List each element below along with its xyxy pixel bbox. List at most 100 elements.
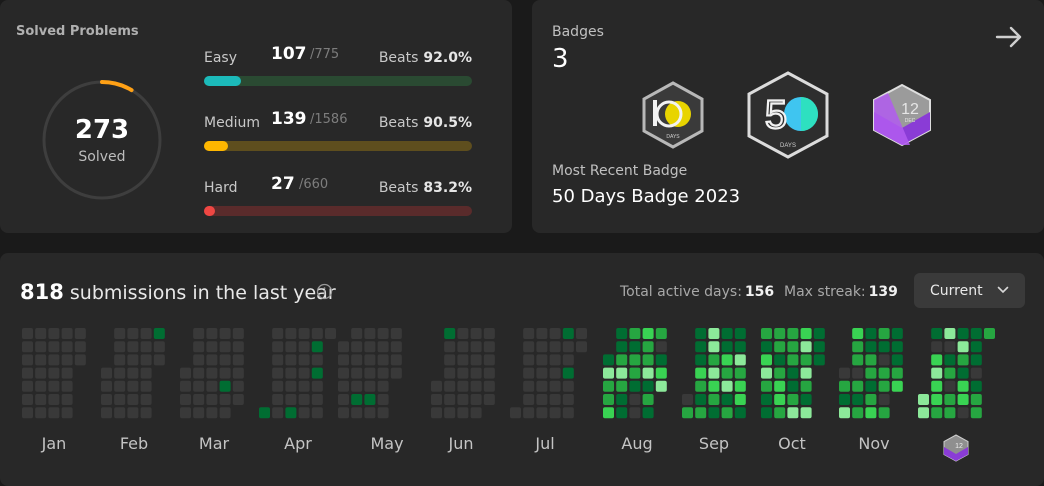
heatmap-day-cell[interactable] — [510, 407, 521, 419]
heatmap-day-cell[interactable] — [272, 341, 284, 353]
heatmap-day-cell[interactable] — [536, 341, 548, 353]
heatmap-day-cell[interactable] — [483, 367, 495, 379]
heatmap-day-cell[interactable] — [562, 407, 574, 419]
heatmap-day-cell[interactable] — [536, 380, 548, 392]
heatmap-day-cell[interactable] — [800, 380, 812, 392]
heatmap-day-cell[interactable] — [193, 341, 205, 353]
heatmap-day-cell[interactable] — [970, 367, 982, 379]
heatmap-day-cell[interactable] — [48, 354, 60, 366]
heatmap-day-cell[interactable] — [629, 328, 641, 339]
heatmap-day-cell[interactable] — [206, 367, 218, 379]
december-badge-icon[interactable]: 12 — [943, 434, 969, 462]
heatmap-day-cell[interactable] — [655, 354, 667, 366]
heatmap-day-cell[interactable] — [549, 341, 561, 353]
heatmap-day-cell[interactable] — [761, 328, 772, 339]
heatmap-day-cell[interactable] — [114, 407, 126, 419]
heatmap-day-cell[interactable] — [390, 328, 402, 339]
heatmap-day-cell[interactable] — [470, 367, 482, 379]
heatmap-day-cell[interactable] — [562, 328, 574, 339]
heatmap-day-cell[interactable] — [918, 407, 929, 419]
heatmap-day-cell[interactable] — [114, 341, 126, 353]
heatmap-day-cell[interactable] — [35, 380, 47, 392]
heatmap-day-cell[interactable] — [48, 380, 60, 392]
heatmap-day-cell[interactable] — [891, 341, 903, 353]
heatmap-day-cell[interactable] — [364, 407, 376, 419]
heatmap-day-cell[interactable] — [734, 380, 746, 392]
heatmap-day-cell[interactable] — [761, 367, 772, 379]
heatmap-day-cell[interactable] — [865, 341, 877, 353]
heatmap-day-cell[interactable] — [708, 341, 720, 353]
heatmap-day-cell[interactable] — [970, 354, 982, 366]
heatmap-day-cell[interactable] — [761, 394, 772, 405]
heatmap-day-cell[interactable] — [549, 328, 561, 339]
heatmap-day-cell[interactable] — [338, 380, 349, 392]
year-selector-dropdown[interactable]: Current — [914, 273, 1025, 308]
heatmap-day-cell[interactable] — [813, 354, 825, 366]
heatmap-day-cell[interactable] — [918, 394, 929, 405]
heatmap-day-cell[interactable] — [708, 394, 720, 405]
heatmap-day-cell[interactable] — [431, 407, 442, 419]
heatmap-day-cell[interactable] — [800, 394, 812, 405]
heatmap-day-cell[interactable] — [351, 367, 363, 379]
heatmap-day-cell[interactable] — [616, 328, 628, 339]
heatmap-day-cell[interactable] — [721, 380, 733, 392]
heatmap-day-cell[interactable] — [180, 367, 191, 379]
heatmap-day-cell[interactable] — [338, 354, 349, 366]
heatmap-day-cell[interactable] — [483, 341, 495, 353]
heatmap-day-cell[interactable] — [153, 354, 165, 366]
heatmap-day-cell[interactable] — [878, 380, 890, 392]
heatmap-day-cell[interactable] — [193, 380, 205, 392]
heatmap-day-cell[interactable] — [298, 328, 310, 339]
heatmap-day-cell[interactable] — [298, 407, 310, 419]
heatmap-day-cell[interactable] — [232, 380, 244, 392]
heatmap-day-cell[interactable] — [774, 341, 786, 353]
heatmap-day-cell[interactable] — [878, 394, 890, 405]
heatmap-day-cell[interactable] — [22, 394, 33, 405]
heatmap-day-cell[interactable] — [944, 367, 956, 379]
heatmap-day-cell[interactable] — [642, 354, 654, 366]
heatmap-day-cell[interactable] — [865, 380, 877, 392]
heatmap-day-cell[interactable] — [457, 380, 469, 392]
heatmap-day-cell[interactable] — [311, 407, 323, 419]
heatmap-day-cell[interactable] — [865, 394, 877, 405]
heatmap-day-cell[interactable] — [721, 407, 733, 419]
heatmap-day-cell[interactable] — [127, 328, 139, 339]
heatmap-day-cell[interactable] — [852, 328, 864, 339]
heatmap-day-cell[interactable] — [193, 354, 205, 366]
heatmap-day-cell[interactable] — [377, 367, 389, 379]
heatmap-day-cell[interactable] — [931, 367, 943, 379]
heatmap-day-cell[interactable] — [444, 354, 456, 366]
heatmap-day-cell[interactable] — [311, 354, 323, 366]
heatmap-day-cell[interactable] — [970, 407, 982, 419]
heatmap-day-cell[interactable] — [364, 341, 376, 353]
heatmap-day-cell[interactable] — [944, 380, 956, 392]
heatmap-day-cell[interactable] — [603, 380, 614, 392]
heatmap-day-cell[interactable] — [931, 341, 943, 353]
heatmap-day-cell[interactable] — [140, 341, 152, 353]
heatmap-day-cell[interactable] — [272, 328, 284, 339]
heatmap-day-cell[interactable] — [364, 354, 376, 366]
heatmap-day-cell[interactable] — [774, 380, 786, 392]
heatmap-day-cell[interactable] — [351, 354, 363, 366]
heatmap-day-cell[interactable] — [193, 367, 205, 379]
heatmap-day-cell[interactable] — [800, 354, 812, 366]
heatmap-day-cell[interactable] — [944, 394, 956, 405]
heatmap-day-cell[interactable] — [444, 407, 456, 419]
heatmap-day-cell[interactable] — [603, 407, 614, 419]
heatmap-day-cell[interactable] — [695, 380, 707, 392]
heatmap-day-cell[interactable] — [127, 354, 139, 366]
heatmap-day-cell[interactable] — [787, 380, 799, 392]
heatmap-day-cell[interactable] — [682, 407, 693, 419]
heatmap-day-cell[interactable] — [562, 394, 574, 405]
heatmap-day-cell[interactable] — [878, 354, 890, 366]
heatmap-day-cell[interactable] — [114, 367, 126, 379]
heatmap-day-cell[interactable] — [944, 354, 956, 366]
heatmap-day-cell[interactable] — [603, 367, 614, 379]
heatmap-day-cell[interactable] — [74, 328, 86, 339]
heatmap-day-cell[interactable] — [536, 407, 548, 419]
heatmap-day-cell[interactable] — [957, 407, 969, 419]
heatmap-day-cell[interactable] — [523, 354, 535, 366]
heatmap-day-cell[interactable] — [839, 367, 850, 379]
heatmap-day-cell[interactable] — [787, 341, 799, 353]
heatmap-day-cell[interactable] — [721, 394, 733, 405]
